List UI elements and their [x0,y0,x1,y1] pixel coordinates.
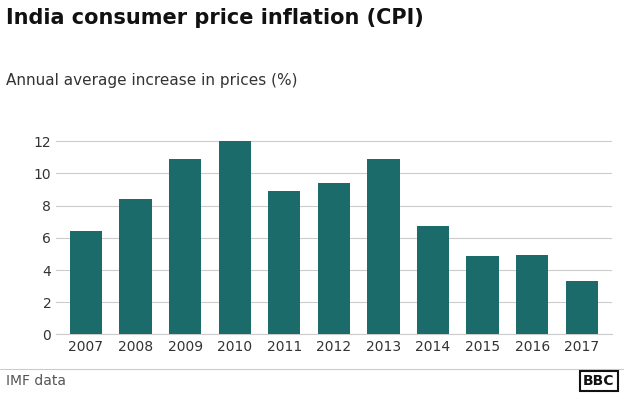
Bar [516,255,548,334]
Bar [169,159,201,334]
Text: IMF data: IMF data [6,374,66,388]
Bar [218,141,251,334]
Bar [467,256,499,334]
Bar [70,231,102,334]
Bar [119,199,152,334]
Text: India consumer price inflation (CPI): India consumer price inflation (CPI) [6,8,424,28]
Bar [417,226,449,334]
Bar [368,159,399,334]
Text: BBC: BBC [583,374,615,388]
Bar [268,191,300,334]
Bar [565,281,598,334]
Text: Annual average increase in prices (%): Annual average increase in prices (%) [6,73,298,87]
Bar [318,183,350,334]
